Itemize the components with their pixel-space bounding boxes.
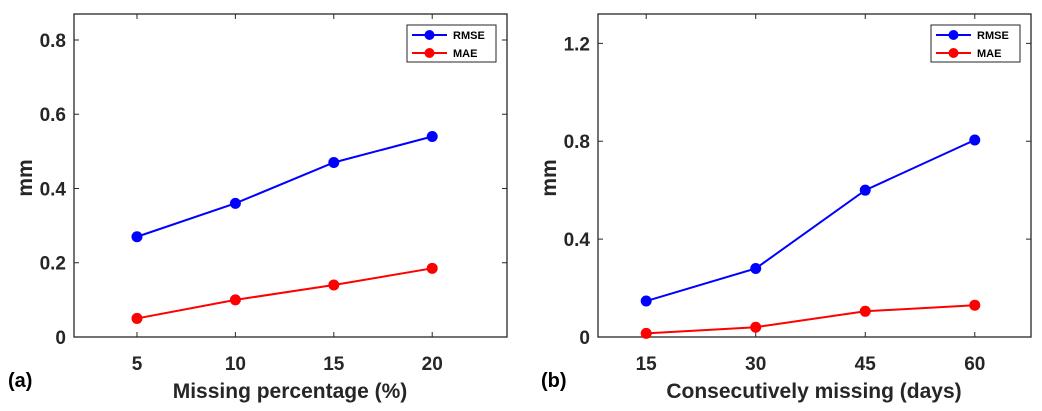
legend-label: RMSE (453, 30, 485, 42)
data-point-mae (640, 327, 652, 339)
data-point-mae (229, 294, 241, 306)
legend-box (930, 24, 1021, 63)
x-tick-label: 15 (323, 354, 345, 375)
x-tick-label: 20 (422, 354, 443, 375)
axes-box (73, 13, 508, 338)
data-point-mae (328, 279, 340, 291)
x-axis-label: Consecutively missing (days) (666, 380, 961, 403)
y-tick-label: 0.4 (40, 179, 67, 200)
data-point-rmse (229, 197, 241, 209)
y-tick-label: 0.4 (564, 230, 591, 251)
data-point-mae (426, 262, 438, 274)
data-point-rmse (859, 184, 871, 196)
y-axis-label: mm (14, 159, 37, 196)
data-point-rmse (969, 134, 981, 146)
data-point-mae (750, 321, 762, 333)
x-tick-label: 45 (855, 354, 877, 375)
y-tick-label: 0 (579, 328, 590, 349)
panel-label: (b) (541, 370, 567, 392)
y-tick-label: 0.8 (564, 132, 590, 153)
x-tick-label: 30 (745, 354, 766, 375)
data-point-rmse (750, 262, 762, 274)
data-point-mae (859, 305, 871, 317)
series-line-mae (136, 267, 433, 320)
y-tick-label: 0 (55, 328, 66, 349)
legend-box (406, 24, 497, 63)
legend-marker-mae (424, 48, 435, 58)
x-tick-label: 60 (964, 354, 985, 375)
series-line-mae (646, 304, 975, 335)
panel-label: (a) (8, 370, 32, 392)
data-point-rmse (640, 295, 652, 307)
y-axis-label: mm (538, 159, 561, 196)
series-line-rmse (645, 139, 976, 302)
data-point-rmse (328, 157, 340, 169)
y-tick-label: 0.8 (40, 31, 66, 52)
y-tick-label: 0.6 (40, 105, 66, 126)
x-tick-label: 15 (636, 354, 658, 375)
y-tick-label: 1.2 (564, 34, 590, 55)
legend-label: MAE (453, 48, 477, 60)
series-line-rmse (136, 135, 433, 238)
panel-b: (b) Consecutively missing (days) mm 0 0.4… (538, 13, 1032, 403)
data-point-mae (969, 299, 981, 311)
y-tick-label: 0.2 (40, 254, 66, 275)
x-tick-label: 5 (132, 354, 143, 375)
panel-a: (a) Missing percentage (%) mm 0 0.2 0.4 0.6… (8, 13, 508, 403)
legend-marker-rmse (948, 30, 959, 40)
data-point-mae (131, 312, 143, 324)
legend-label: RMSE (977, 30, 1009, 42)
legend-label: MAE (977, 48, 1001, 60)
data-point-rmse (426, 131, 438, 143)
legend-marker-mae (948, 48, 959, 58)
x-axis-label: Missing percentage (%) (173, 380, 408, 403)
x-tick-label: 10 (225, 354, 246, 375)
axes-box (597, 13, 1032, 338)
legend-marker-rmse (424, 30, 435, 40)
data-point-rmse (131, 231, 143, 243)
